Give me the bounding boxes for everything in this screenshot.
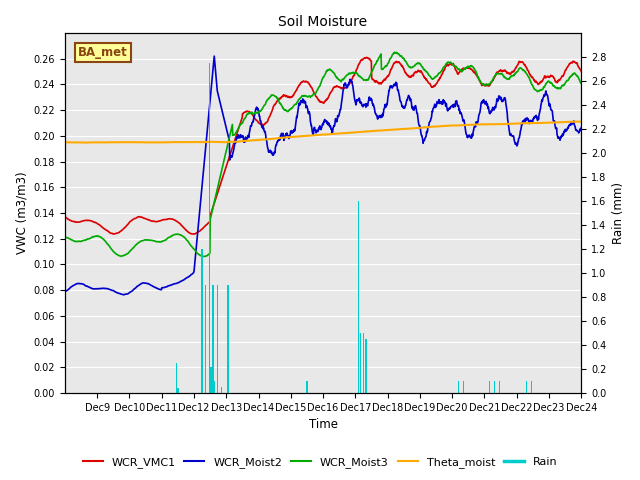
Bar [499, 381, 500, 393]
Bar [526, 381, 527, 393]
Bar [202, 249, 203, 393]
Bar [463, 381, 465, 393]
Bar [227, 285, 228, 393]
Bar [307, 381, 308, 393]
Legend: WCR_VMC1, WCR_Moist2, WCR_Moist3, Theta_moist, Rain: WCR_VMC1, WCR_Moist2, WCR_Moist3, Theta_… [78, 452, 562, 472]
X-axis label: Time: Time [308, 419, 337, 432]
Bar [214, 381, 215, 393]
Bar [177, 388, 179, 393]
Bar [489, 381, 490, 393]
Text: BA_met: BA_met [78, 46, 127, 59]
Bar [365, 339, 367, 393]
Y-axis label: VWC (m3/m3): VWC (m3/m3) [15, 172, 28, 254]
Bar [210, 367, 212, 393]
Bar [358, 201, 359, 393]
Bar [212, 285, 214, 393]
Bar [205, 285, 206, 393]
Bar [363, 333, 364, 393]
Bar [458, 381, 460, 393]
Bar [531, 381, 532, 393]
Y-axis label: Rain (mm): Rain (mm) [612, 182, 625, 244]
Bar [209, 63, 210, 393]
Bar [175, 363, 177, 393]
Bar [216, 285, 218, 393]
Bar [360, 333, 361, 393]
Title: Soil Moisture: Soil Moisture [278, 15, 367, 29]
Bar [221, 387, 222, 393]
Bar [494, 381, 495, 393]
